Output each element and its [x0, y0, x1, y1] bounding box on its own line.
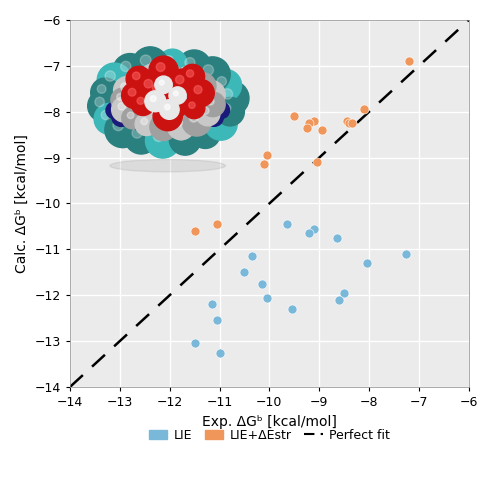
- Point: [248, 252, 256, 260]
- Point: [241, 268, 248, 276]
- Point: [303, 124, 311, 132]
- Point: [403, 250, 411, 258]
- Point: [191, 227, 199, 235]
- Point: [305, 119, 313, 127]
- X-axis label: Exp. ΔGᵇ [kcal/mol]: Exp. ΔGᵇ [kcal/mol]: [202, 414, 337, 428]
- Point: [208, 300, 216, 308]
- Point: [318, 126, 326, 134]
- Point: [310, 117, 318, 125]
- Point: [215, 348, 223, 356]
- Point: [310, 224, 318, 232]
- Point: [191, 340, 199, 347]
- Legend: LIE, LIE+ΔEstr, Perfect fit: LIE, LIE+ΔEstr, Perfect fit: [143, 424, 395, 447]
- Point: [260, 160, 268, 168]
- Point: [290, 112, 298, 120]
- Y-axis label: Calc. ΔGᵇ [kcal/mol]: Calc. ΔGᵇ [kcal/mol]: [15, 134, 29, 273]
- Point: [263, 294, 271, 302]
- Point: [405, 58, 413, 66]
- Point: [263, 152, 271, 160]
- Point: [343, 117, 351, 125]
- Point: [363, 259, 371, 267]
- Point: [348, 119, 355, 127]
- Point: [345, 119, 353, 127]
- Point: [335, 296, 343, 304]
- Point: [333, 234, 341, 242]
- Point: [258, 280, 266, 287]
- Point: [283, 220, 291, 228]
- Point: [213, 220, 221, 228]
- Point: [288, 305, 296, 313]
- Point: [360, 106, 368, 114]
- Point: [305, 230, 313, 237]
- Point: [313, 158, 320, 166]
- Point: [213, 316, 221, 324]
- Point: [340, 289, 348, 297]
